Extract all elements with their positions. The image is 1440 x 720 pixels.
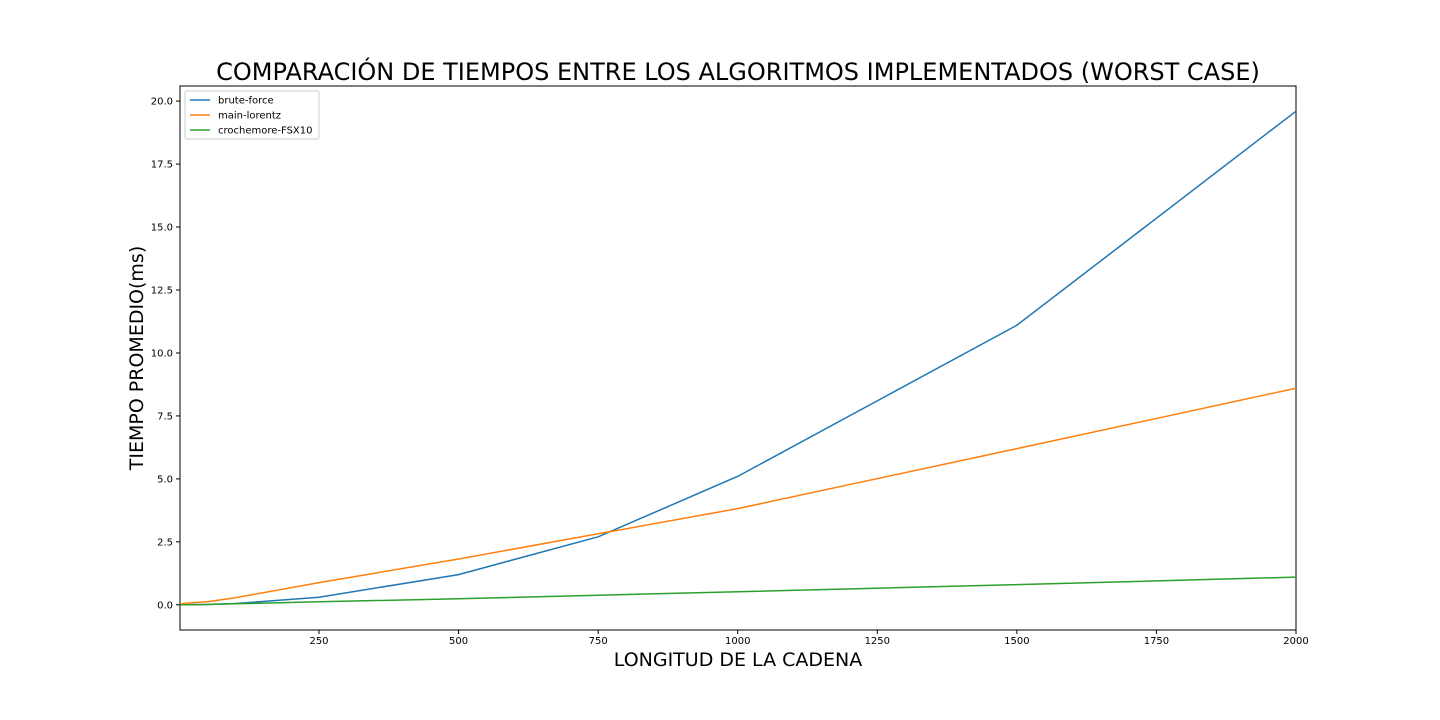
series-line-main-lorentz <box>179 387 1297 605</box>
y-tick-label: 5.0 <box>157 474 173 485</box>
x-axis-ticks: 250 500 750 1000 1250 1500 1750 2000 <box>309 630 1309 647</box>
x-tick-label: 750 <box>589 636 608 647</box>
series-line-crochemore-FSX10 <box>180 576 1297 606</box>
y-tick-label: 12.5 <box>151 286 173 297</box>
y-tick-label: 7.5 <box>157 411 173 422</box>
y-tick-label: 0.0 <box>157 600 173 611</box>
legend: brute-force main-lorentz crochemore-FSX10 <box>184 90 320 140</box>
x-tick-label: 2000 <box>1283 636 1308 647</box>
x-tick-label: 1000 <box>725 636 750 647</box>
y-tick-label: 10.0 <box>151 348 173 359</box>
chart-title: COMPARACIÓN DE TIEMPOS ENTRE LOS ALGORIT… <box>216 56 1260 86</box>
x-tick-label: 500 <box>449 636 468 647</box>
series-line-brute-force <box>180 110 1297 606</box>
x-tick-label: 250 <box>309 636 328 647</box>
y-tick-label: 20.0 <box>151 97 173 108</box>
y-tick-label: 2.5 <box>157 537 173 548</box>
x-tick-label: 1750 <box>1144 636 1169 647</box>
y-axis-ticks: 0.0 2.5 5.0 7.5 10.0 12.5 15.0 17.5 20.0 <box>151 97 180 611</box>
y-axis-label: TIEMPO PROMEDIO(ms) <box>126 246 148 472</box>
x-tick-label: 1500 <box>1004 636 1029 647</box>
series-lines <box>179 110 1297 606</box>
legend-label-main-lorentz: main-lorentz <box>218 111 281 122</box>
plot-area-frame <box>179 85 1297 631</box>
y-tick-label: 15.0 <box>151 223 173 234</box>
legend-label-brute-force: brute-force <box>218 96 274 107</box>
legend-label-crochemore-FSX10: crochemore-FSX10 <box>218 126 313 137</box>
x-tick-label: 1250 <box>865 636 890 647</box>
legend-box <box>184 90 320 140</box>
x-axis-label: LONGITUD DE LA CADENA <box>614 649 862 671</box>
y-tick-label: 17.5 <box>151 160 173 171</box>
